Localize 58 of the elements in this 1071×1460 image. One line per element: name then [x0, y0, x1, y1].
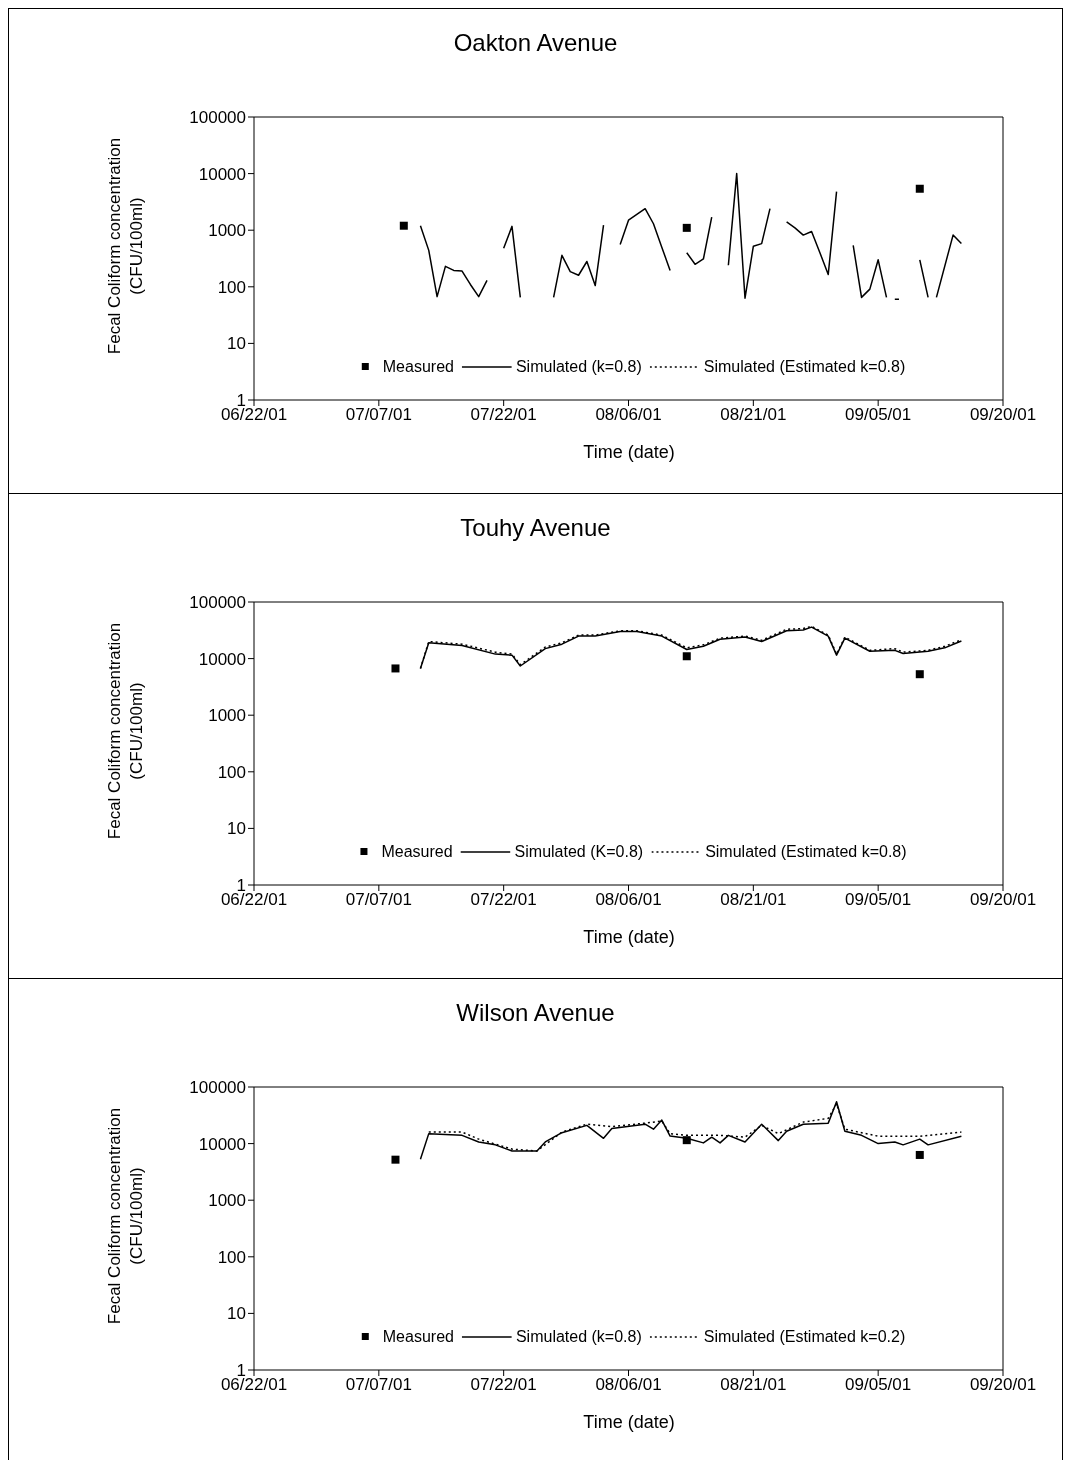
y-tick-label: 100000	[189, 593, 246, 613]
x-tick-label: 09/05/01	[845, 1375, 912, 1395]
point	[915, 670, 924, 679]
legend-label: Simulated (Estimated k=0.8)	[703, 358, 906, 376]
point	[682, 223, 691, 232]
legend-label: Simulated (K=0.8)	[514, 843, 644, 861]
legend-label: Simulated (k=0.8)	[515, 1328, 642, 1346]
x-tick-label: 09/05/01	[845, 405, 912, 425]
y-tick-label: 100000	[189, 108, 246, 128]
y-tick-label: 100	[217, 762, 246, 782]
legend-label: Measured	[382, 358, 454, 376]
y-tick-label: 1000	[208, 1191, 246, 1211]
y-tick-label: 10	[227, 819, 246, 839]
x-axis-title: Time (date)	[582, 927, 676, 948]
x-axis-title: Time (date)	[582, 442, 676, 463]
x-tick-label: 07/22/01	[470, 1375, 537, 1395]
point	[682, 652, 691, 661]
y-axis-title: Fecal Coliform concentration (CFU/100ml)	[104, 1106, 147, 1327]
y-tick-label: 100000	[189, 1078, 246, 1098]
point	[391, 664, 400, 673]
x-tick-label: 08/21/01	[720, 1375, 787, 1395]
chart-title: Wilson Avenue	[455, 999, 616, 1027]
y-tick-label: 10	[227, 1304, 246, 1324]
chart-title: Oakton Avenue	[452, 29, 619, 57]
x-tick-label: 07/22/01	[470, 890, 537, 910]
x-tick-label: 08/06/01	[595, 890, 662, 910]
y-axis-title: Fecal Coliform concentration (CFU/100ml)	[104, 621, 147, 842]
x-tick-label: 07/22/01	[470, 405, 537, 425]
chart-title: Touhy Avenue	[459, 514, 612, 542]
y-tick-label: 10000	[198, 164, 246, 184]
legend-label: Measured	[381, 843, 453, 861]
x-tick-label: 08/21/01	[720, 890, 787, 910]
x-axis-title: Time (date)	[582, 1412, 676, 1433]
point	[915, 184, 924, 193]
x-tick-label: 09/20/01	[969, 890, 1037, 910]
line-series	[419, 1100, 963, 1160]
y-tick-label: 100	[217, 1247, 246, 1267]
legend-label: Simulated (Estimated k=0.2)	[703, 1328, 906, 1346]
x-tick-label: 09/20/01	[969, 405, 1037, 425]
x-tick-label: 07/07/01	[345, 405, 412, 425]
x-tick-label: 09/05/01	[845, 890, 912, 910]
legend-label: Measured	[382, 1328, 454, 1346]
x-tick-label: 07/07/01	[345, 1375, 412, 1395]
y-tick-label: 1000	[208, 706, 246, 726]
x-tick-label: 09/20/01	[969, 1375, 1037, 1395]
x-tick-label: 08/06/01	[595, 1375, 662, 1395]
legend-label: Simulated (Estimated k=0.8)	[705, 843, 907, 861]
y-axis-title: Fecal Coliform concentration (CFU/100ml)	[104, 136, 147, 357]
y-tick-label: 10000	[198, 1134, 246, 1154]
y-tick-label: 10000	[198, 649, 246, 669]
x-tick-label: 08/21/01	[720, 405, 787, 425]
y-tick-label: 100	[217, 277, 246, 297]
legend-label: Simulated (k=0.8)	[515, 358, 642, 376]
y-tick-label: 10	[227, 334, 246, 354]
y-tick-label: 1000	[208, 221, 246, 241]
x-tick-label: 07/07/01	[345, 890, 412, 910]
point	[399, 221, 408, 230]
x-tick-label: 08/06/01	[595, 405, 662, 425]
